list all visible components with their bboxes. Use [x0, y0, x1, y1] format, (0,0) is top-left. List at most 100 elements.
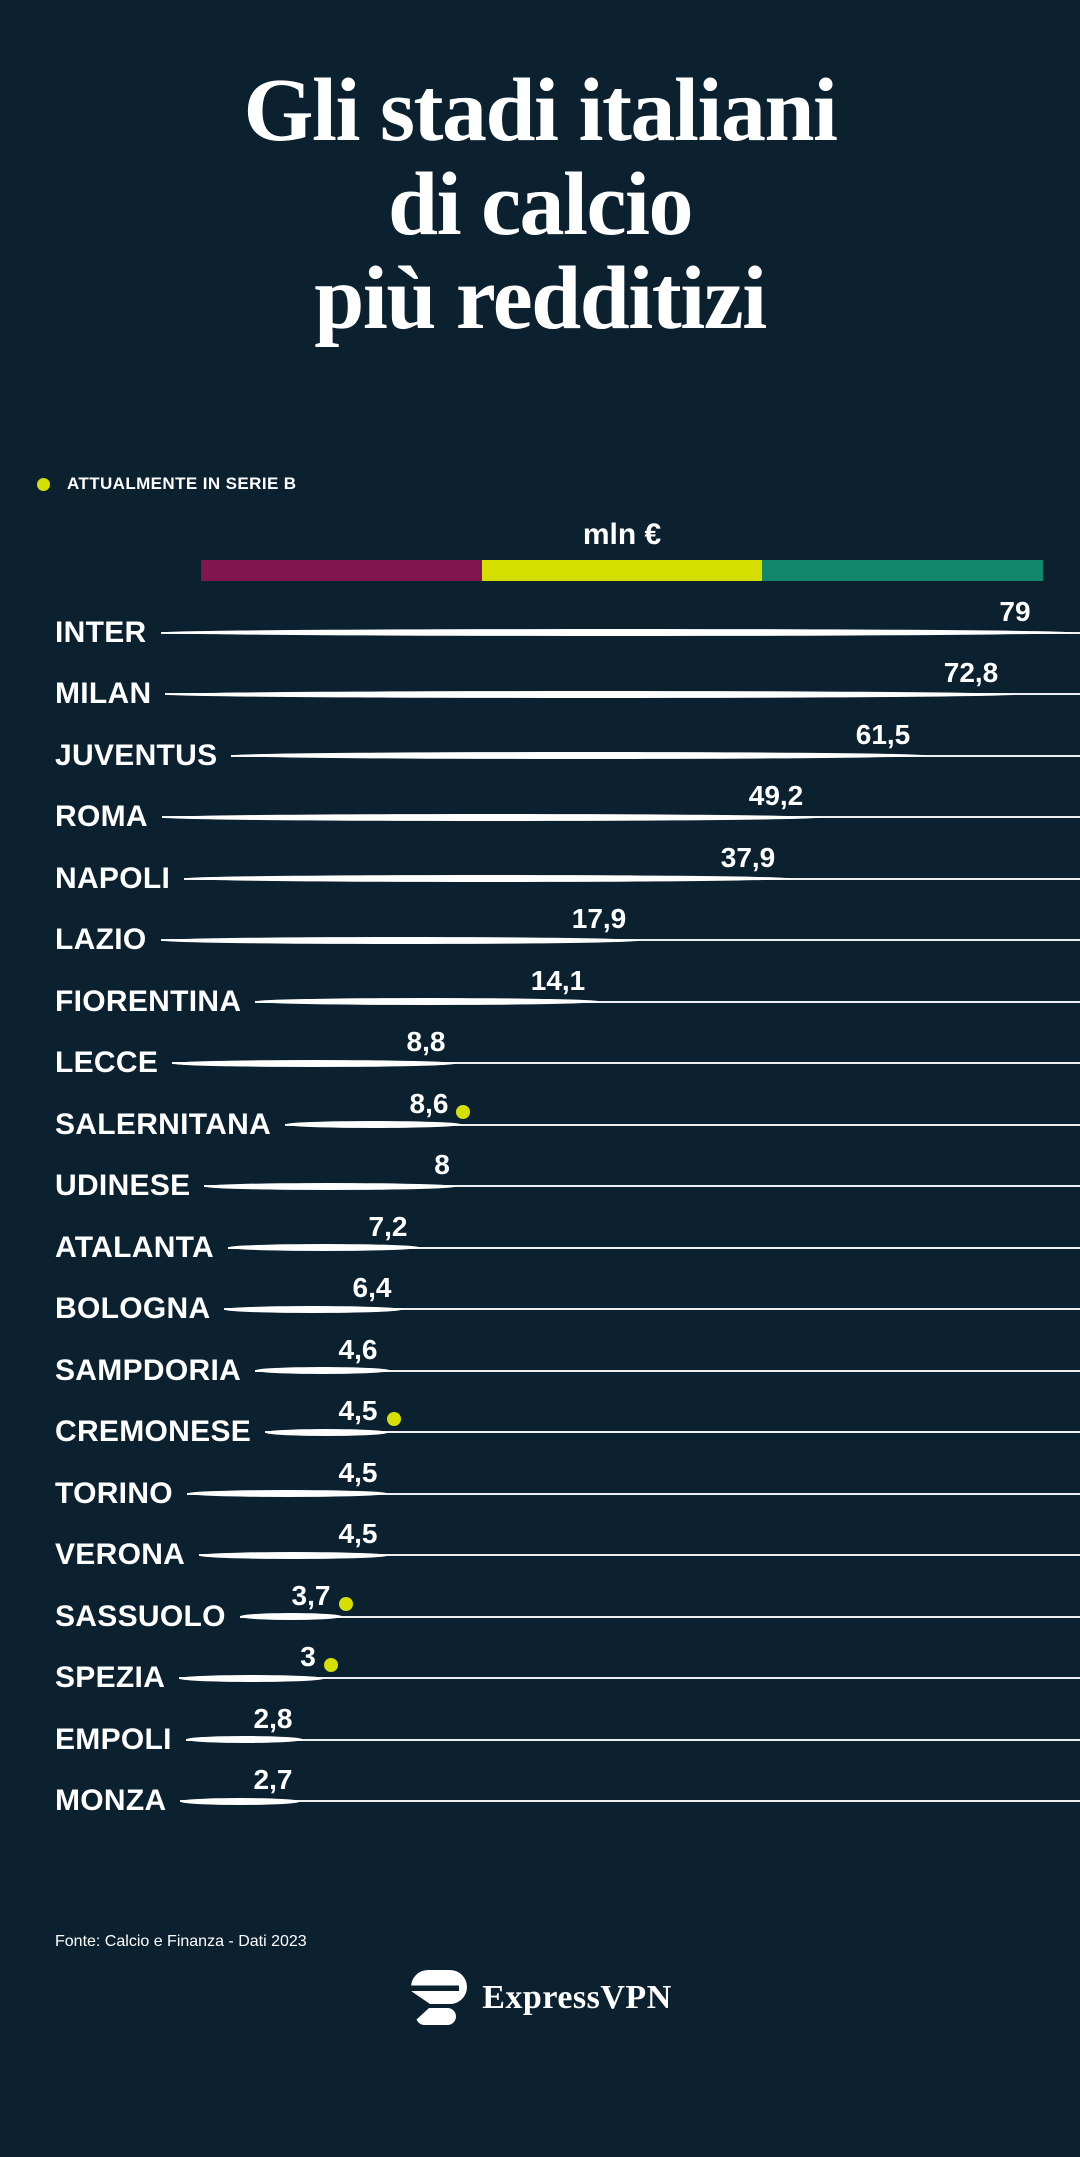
value-label: 37,9: [721, 844, 776, 872]
scale-bar: [201, 560, 1043, 581]
team-label: SAMPDORIA: [55, 1354, 255, 1388]
team-label: NAPOLI: [55, 862, 184, 896]
bar-track: 79: [161, 602, 1080, 664]
team-row: INTER 79: [0, 602, 1080, 664]
team-row: FIORENTINA 14,1: [0, 971, 1080, 1033]
bar-track: 61,5: [231, 725, 1080, 787]
team-row: MILAN 72,8: [0, 664, 1080, 726]
title-line-2: di calcio: [0, 158, 1080, 252]
team-row: LECCE 8,8: [0, 1033, 1080, 1095]
team-row: SAMPDORIA 4,6: [0, 1340, 1080, 1402]
team-row: NAPOLI 37,9: [0, 848, 1080, 910]
expressvpn-logo-icon: [408, 1970, 468, 2026]
team-label: INTER: [55, 616, 161, 650]
bar-lens: [255, 1367, 390, 1374]
team-label: FIORENTINA: [55, 985, 255, 1019]
bar-track: 8,6: [285, 1094, 1080, 1156]
bar-lens: [231, 752, 926, 759]
team-row: JUVENTUS 61,5: [0, 725, 1080, 787]
bar-track: 4,5: [199, 1525, 1080, 1587]
value-label: 8,6: [410, 1090, 449, 1118]
bar-hairline: [180, 1800, 1080, 1802]
bar-track: 7,2: [228, 1217, 1080, 1279]
bar-lens: [224, 1306, 402, 1313]
bar-lens: [265, 1429, 388, 1436]
bar-lens: [255, 998, 600, 1005]
team-row: SPEZIA 3: [0, 1648, 1080, 1710]
legend-label: ATTUALMENTE IN SERIE B: [67, 474, 297, 494]
team-row: LAZIO 17,9: [0, 910, 1080, 972]
team-row: MONZA 2,7: [0, 1771, 1080, 1833]
scale-segment-purple: [201, 560, 482, 581]
team-label: JUVENTUS: [55, 739, 231, 773]
bar-track: 3: [179, 1648, 1080, 1710]
bar-lens: [161, 629, 1073, 636]
bar-lens: [161, 937, 641, 944]
bar-track: 4,5: [187, 1463, 1080, 1525]
legend: ATTUALMENTE IN SERIE B: [0, 474, 1080, 494]
value-label: 17,9: [572, 905, 627, 933]
title-line-1: Gli stadi italiani: [0, 64, 1080, 158]
scale-segment-yellow: [482, 560, 763, 581]
bar-lens: [240, 1613, 342, 1620]
bar-hairline: [186, 1739, 1080, 1741]
team-row: ROMA 49,2: [0, 787, 1080, 849]
bar-hairline: [240, 1616, 1080, 1618]
value-label: 4,6: [339, 1336, 378, 1364]
serie-b-dot-icon: [324, 1658, 338, 1672]
team-row: BOLOGNA 6,4: [0, 1279, 1080, 1341]
team-row: TORINO 4,5: [0, 1463, 1080, 1525]
team-row: UDINESE 8: [0, 1156, 1080, 1218]
team-row: ATALANTA 7,2: [0, 1217, 1080, 1279]
page-title: Gli stadi italiani di calcio più redditi…: [0, 64, 1080, 346]
team-label: EMPOLI: [55, 1723, 186, 1757]
infographic-page: { "page": { "background": "#0C2130", "te…: [0, 64, 1080, 2157]
value-label: 49,2: [749, 782, 804, 810]
value-label: 72,8: [944, 659, 999, 687]
team-label: BOLOGNA: [55, 1292, 224, 1326]
bar-track: 17,9: [161, 910, 1080, 972]
team-label: SASSUOLO: [55, 1600, 240, 1634]
team-label: VERONA: [55, 1538, 199, 1572]
team-label: ROMA: [55, 800, 162, 834]
team-row: EMPOLI 2,8: [0, 1709, 1080, 1771]
bar-track: 49,2: [162, 787, 1080, 849]
bar-lens: [199, 1552, 388, 1559]
value-label: 61,5: [856, 721, 911, 749]
team-label: SALERNITANA: [55, 1108, 285, 1142]
bar-track: 8: [204, 1156, 1080, 1218]
value-label: 7,2: [369, 1213, 408, 1241]
expressvpn-logo: ExpressVPN: [0, 1966, 1080, 2030]
value-label: 6,4: [353, 1274, 392, 1302]
bar-track: 72,8: [165, 664, 1080, 726]
bar-track: 8,8: [172, 1033, 1080, 1095]
bar-lens: [184, 875, 790, 882]
team-label: CREMONESE: [55, 1415, 265, 1449]
team-row: CREMONESE 4,5: [0, 1402, 1080, 1464]
team-label: LAZIO: [55, 923, 161, 957]
bar-lens: [285, 1121, 462, 1128]
bar-lens: [179, 1675, 324, 1682]
team-label: SPEZIA: [55, 1661, 179, 1695]
unit-label: mln €: [201, 518, 1043, 552]
value-label: 4,5: [339, 1397, 378, 1425]
value-label: 2,7: [254, 1766, 293, 1794]
footer-source: Fonte: Calcio e Finanza - Dati 2023: [0, 1932, 1080, 1952]
value-label: 4,5: [339, 1459, 378, 1487]
value-label: 4,5: [339, 1520, 378, 1548]
serie-b-dot-icon: [387, 1412, 401, 1426]
bar-track: 37,9: [184, 848, 1080, 910]
value-label: 2,8: [254, 1705, 293, 1733]
bar-track: 14,1: [255, 971, 1080, 1033]
team-label: LECCE: [55, 1046, 172, 1080]
scale-segment-teal: [762, 560, 1043, 581]
team-label: TORINO: [55, 1477, 187, 1511]
value-label: 14,1: [531, 967, 586, 995]
bar-lens: [228, 1244, 420, 1251]
team-row: SALERNITANA 8,6: [0, 1094, 1080, 1156]
value-label: 8,8: [407, 1028, 446, 1056]
title-line-3: più redditizi: [0, 252, 1080, 346]
bar-lens: [162, 814, 820, 821]
bar-lens: [180, 1798, 300, 1805]
bar-lens: [187, 1490, 388, 1497]
